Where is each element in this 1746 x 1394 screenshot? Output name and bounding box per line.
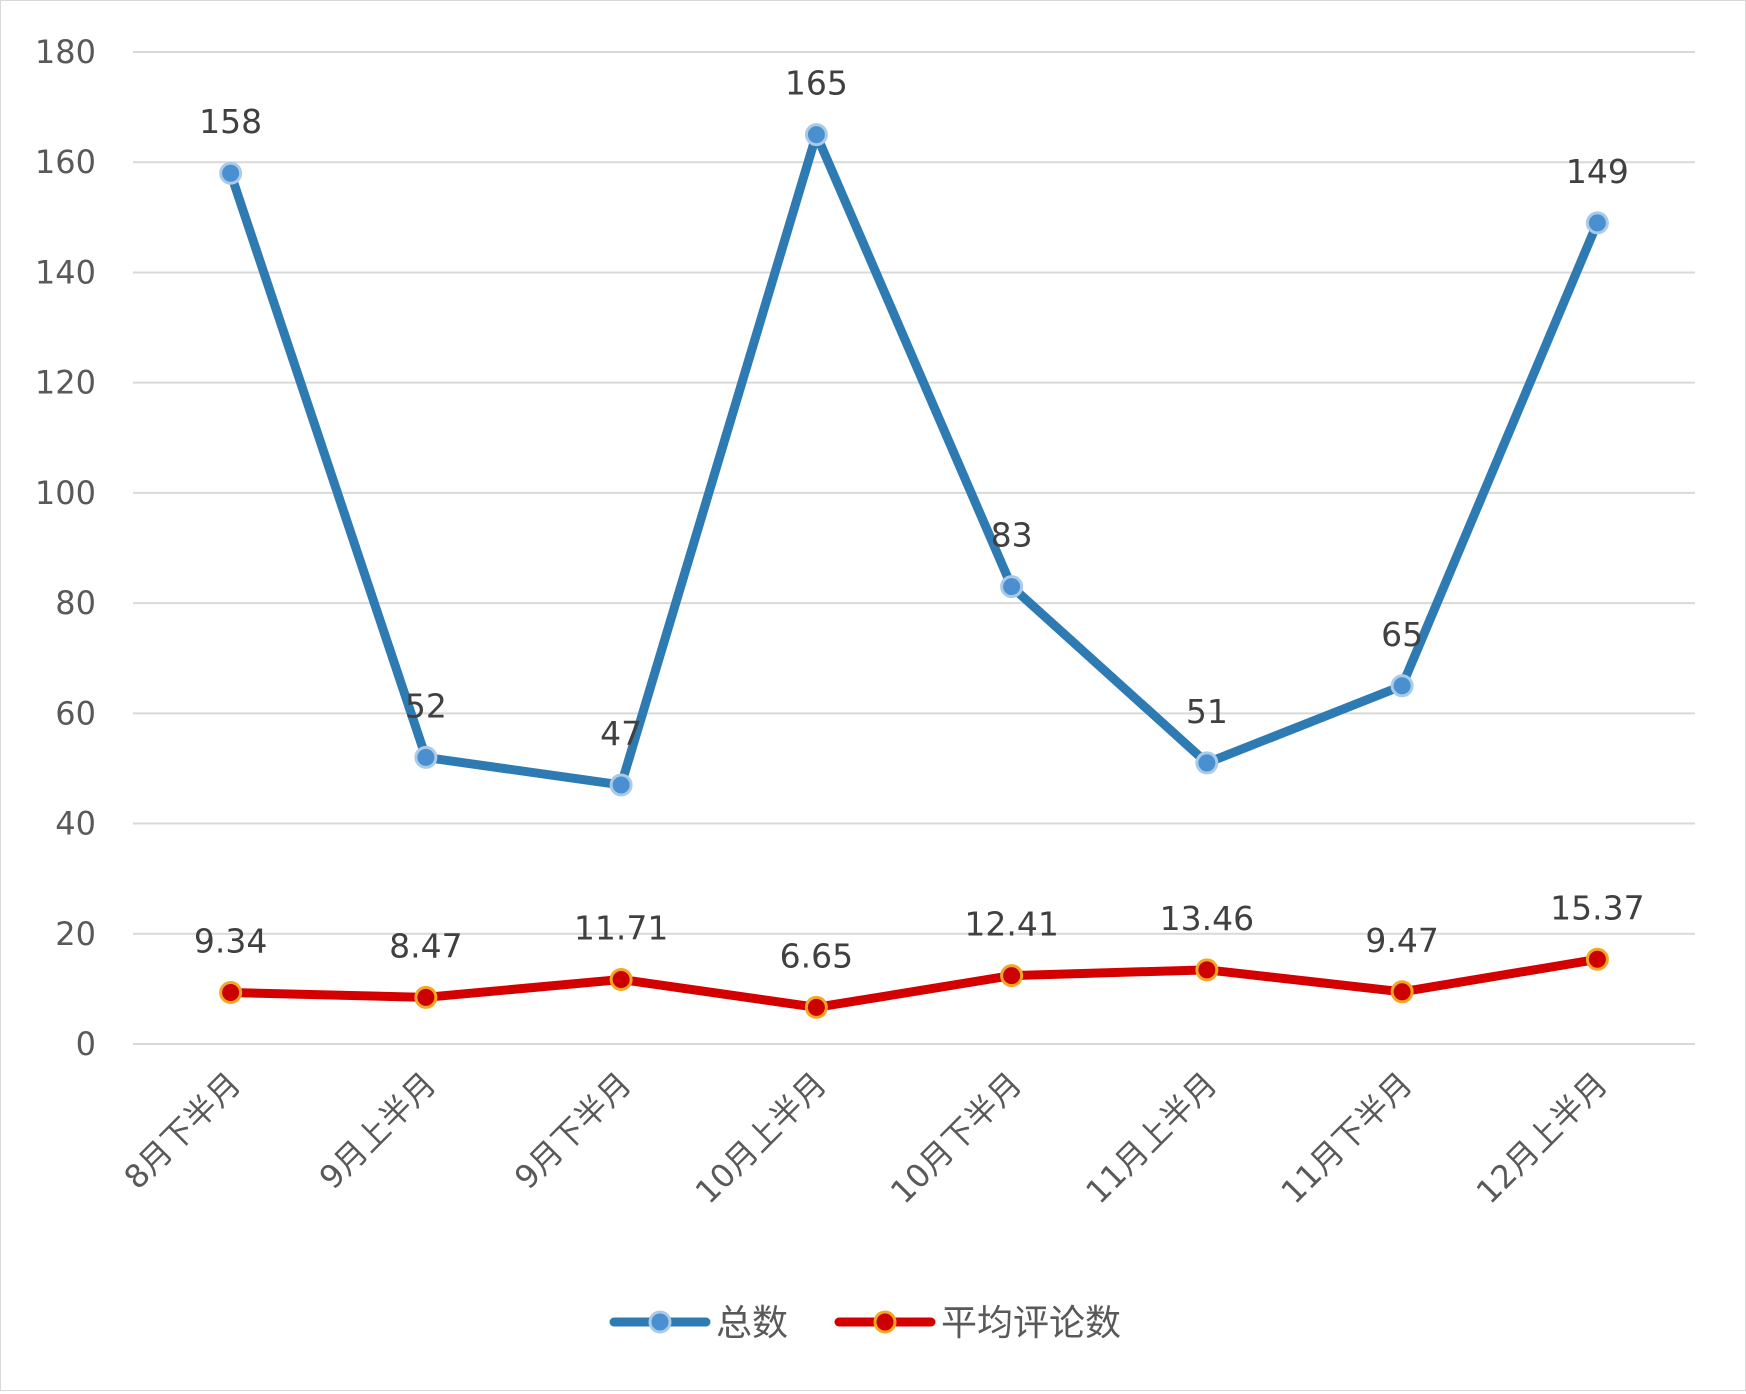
series-line-1 — [226, 954, 1602, 1012]
data-label: 15.37 — [1550, 888, 1644, 927]
x-tick-label: 9月下半月 — [507, 1065, 639, 1197]
data-point[interactable] — [804, 123, 828, 147]
x-tick-label: 10月上半月 — [688, 1065, 834, 1211]
data-point[interactable] — [1585, 947, 1609, 971]
data-point[interactable] — [804, 995, 828, 1019]
legend[interactable]: 总数 平均评论数 — [609, 1303, 1121, 1344]
data-point[interactable] — [219, 161, 243, 185]
data-point[interactable] — [1000, 964, 1024, 988]
y-tick-label-160: 160 — [35, 143, 96, 181]
legend-label: 平均评论数 — [941, 1303, 1121, 1344]
y-tick-label-0: 0 — [76, 1025, 96, 1063]
legend-item-1[interactable]: 平均评论数 — [834, 1303, 1121, 1344]
data-point[interactable] — [1195, 751, 1219, 775]
series-line-0 — [226, 130, 1602, 790]
data-point[interactable] — [1585, 211, 1609, 235]
data-label: 9.34 — [194, 922, 267, 961]
y-tick-label-20: 20 — [55, 915, 96, 953]
data-point[interactable] — [1390, 980, 1414, 1004]
data-label: 65 — [1381, 615, 1423, 654]
x-tick-label: 9月上半月 — [312, 1065, 444, 1197]
y-tick-label-120: 120 — [35, 364, 96, 402]
data-label: 165 — [785, 64, 848, 103]
data-label: 9.47 — [1365, 921, 1438, 960]
x-tick-label: 10月下半月 — [883, 1065, 1029, 1211]
data-label: 158 — [199, 102, 262, 141]
data-label: 83 — [991, 516, 1033, 555]
y-tick-label-80: 80 — [55, 584, 96, 622]
x-axis-ticks: 8月下半月 9月上半月 9月下半月 10月上半月 10月下半月 11月上半月 11月下半月 1… — [116, 1065, 1615, 1211]
x-tick-label: 8月下半月 — [116, 1065, 248, 1197]
y-tick-label-140: 140 — [35, 253, 96, 291]
data-point[interactable] — [414, 985, 438, 1009]
data-label: 52 — [405, 686, 447, 725]
data-point[interactable] — [1000, 575, 1024, 599]
data-point[interactable] — [414, 745, 438, 769]
data-point[interactable] — [609, 773, 633, 797]
gridlines — [133, 51, 1695, 1045]
x-tick-label: 11月下半月 — [1274, 1065, 1420, 1211]
legend-label: 总数 — [716, 1303, 788, 1344]
data-label: 51 — [1186, 692, 1228, 731]
data-label: 12.41 — [964, 905, 1058, 944]
y-tick-label-100: 100 — [35, 474, 96, 512]
x-tick-label: 12月上半月 — [1469, 1065, 1615, 1211]
legend-swatch-marker — [648, 1310, 672, 1334]
data-label: 11.71 — [574, 908, 668, 947]
data-point[interactable] — [1195, 958, 1219, 982]
data-labels: 158 52 47 165 83 51 65 149 9.34 8.47 11.71 6.65 12.4… — [194, 64, 1645, 976]
data-point[interactable] — [1390, 674, 1414, 698]
data-point[interactable] — [219, 981, 243, 1005]
data-label: 149 — [1566, 152, 1629, 191]
x-tick-label: 11月上半月 — [1078, 1065, 1224, 1211]
data-point[interactable] — [609, 967, 633, 991]
data-label: 8.47 — [389, 926, 462, 965]
data-label: 47 — [600, 714, 642, 753]
y-axis-ticks: 0 20 40 60 80 100 120 140 160 180 — [35, 33, 96, 1063]
data-label: 6.65 — [780, 936, 853, 975]
data-label: 13.46 — [1160, 899, 1254, 938]
y-tick-label-180: 180 — [35, 33, 96, 71]
legend-item-0[interactable]: 总数 — [609, 1303, 788, 1344]
legend-swatch-marker — [873, 1310, 897, 1334]
y-tick-label-40: 40 — [55, 805, 96, 843]
series-lines — [219, 123, 1609, 1019]
y-tick-label-60: 60 — [55, 694, 96, 732]
